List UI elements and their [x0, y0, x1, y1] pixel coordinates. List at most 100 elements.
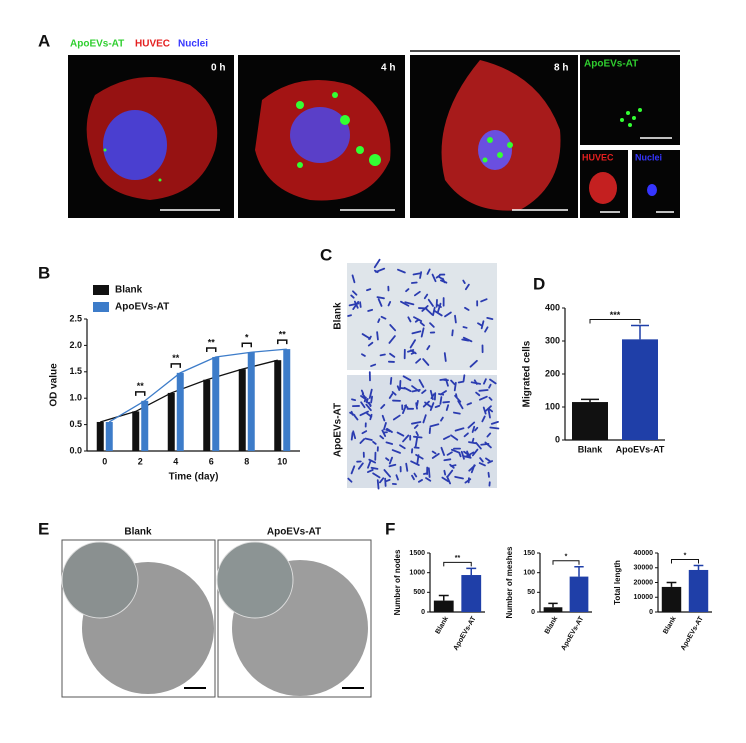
cell: [379, 353, 386, 357]
cell: [377, 318, 381, 324]
cell: [471, 425, 476, 433]
cell: [466, 402, 472, 406]
cell: [431, 452, 440, 459]
cell: [370, 466, 379, 470]
cell: [449, 463, 455, 469]
cell: [425, 307, 434, 316]
cell: [475, 391, 481, 397]
bar: [212, 357, 220, 451]
cell: [457, 380, 465, 384]
bar: [141, 400, 149, 451]
cell: [392, 414, 401, 421]
cell: [402, 434, 410, 443]
error-bar: [631, 324, 649, 340]
y-tick-label: 0.0: [69, 445, 82, 455]
cell: [437, 302, 442, 313]
significance: ***: [610, 310, 621, 320]
cell: [350, 294, 355, 299]
cell: [376, 296, 385, 300]
cell: [374, 269, 379, 274]
cell: [385, 457, 390, 462]
cell: [400, 300, 410, 307]
y-tick-label: 1500: [409, 550, 425, 557]
cell: [384, 478, 391, 483]
cell: [389, 324, 397, 332]
image-title: Blank: [124, 527, 152, 538]
cell: [464, 283, 470, 291]
micrograph: [580, 55, 680, 218]
cell: [396, 431, 405, 437]
cell: [399, 444, 406, 450]
cell: [403, 386, 412, 392]
cell: [425, 477, 432, 482]
cell: [421, 389, 427, 394]
cell: [413, 290, 421, 297]
bar: [96, 421, 104, 451]
cell: [350, 410, 354, 416]
cell: [385, 428, 391, 433]
cell: [490, 421, 499, 425]
y-tick-label: 50: [527, 589, 535, 596]
y-tick-label: 0: [421, 609, 425, 616]
cell: [450, 448, 461, 454]
y-tick-label: 2.5: [69, 313, 82, 323]
cell: [416, 454, 420, 465]
y-tick-label: 0: [649, 609, 653, 616]
significance: *: [684, 552, 687, 559]
cell: [453, 381, 457, 392]
bar: [622, 339, 658, 440]
cell: [391, 449, 401, 454]
panel-label: D: [533, 274, 545, 293]
significance-bracket: [241, 342, 252, 348]
bar: [247, 352, 255, 451]
cell: [352, 300, 360, 311]
y-tick-label: 150: [523, 550, 535, 557]
cell: [397, 268, 406, 274]
y-tick-label: 200: [545, 368, 560, 378]
cell: [427, 467, 431, 478]
y-tick-label: 0: [555, 434, 560, 444]
y-tick-label: 20000: [634, 579, 654, 586]
cell: [347, 314, 352, 317]
cell: [376, 331, 379, 341]
cell: [483, 378, 487, 385]
x-tick-label: ApoEVs-AT: [616, 444, 665, 454]
cell: [463, 432, 469, 438]
cell: [350, 431, 354, 441]
cell: [366, 401, 372, 407]
cell: [482, 406, 487, 415]
channel-label: ApoEVs-AT: [584, 59, 638, 70]
cell: [439, 396, 443, 405]
cell: [440, 446, 446, 456]
cell: [489, 426, 500, 430]
cell: [380, 315, 387, 320]
cell: [410, 281, 418, 284]
cell: [486, 432, 492, 438]
micrograph: [61, 539, 372, 698]
cell: [366, 288, 372, 292]
bar: [203, 379, 211, 451]
x-tick-label: 0: [102, 456, 107, 466]
cell: [363, 396, 367, 403]
error-bar: [581, 398, 599, 403]
cell: [351, 274, 356, 284]
cell: [480, 320, 485, 330]
cell: [372, 440, 377, 445]
cell: [357, 462, 364, 470]
cell: [484, 326, 489, 333]
cell: [479, 395, 488, 401]
cell: [388, 463, 397, 468]
y-tick-label: 40000: [634, 550, 654, 557]
cell: [361, 333, 371, 340]
time-label: 4 h: [381, 63, 395, 74]
cell: [410, 460, 420, 466]
cell: [423, 293, 429, 300]
cell: [360, 401, 366, 409]
cell: [426, 268, 431, 275]
y-tick-label: 0: [531, 609, 535, 616]
cell: [454, 427, 465, 432]
panel-label: F: [385, 519, 395, 538]
cell: [485, 457, 491, 463]
cell: [441, 476, 449, 483]
cell: [415, 431, 419, 437]
